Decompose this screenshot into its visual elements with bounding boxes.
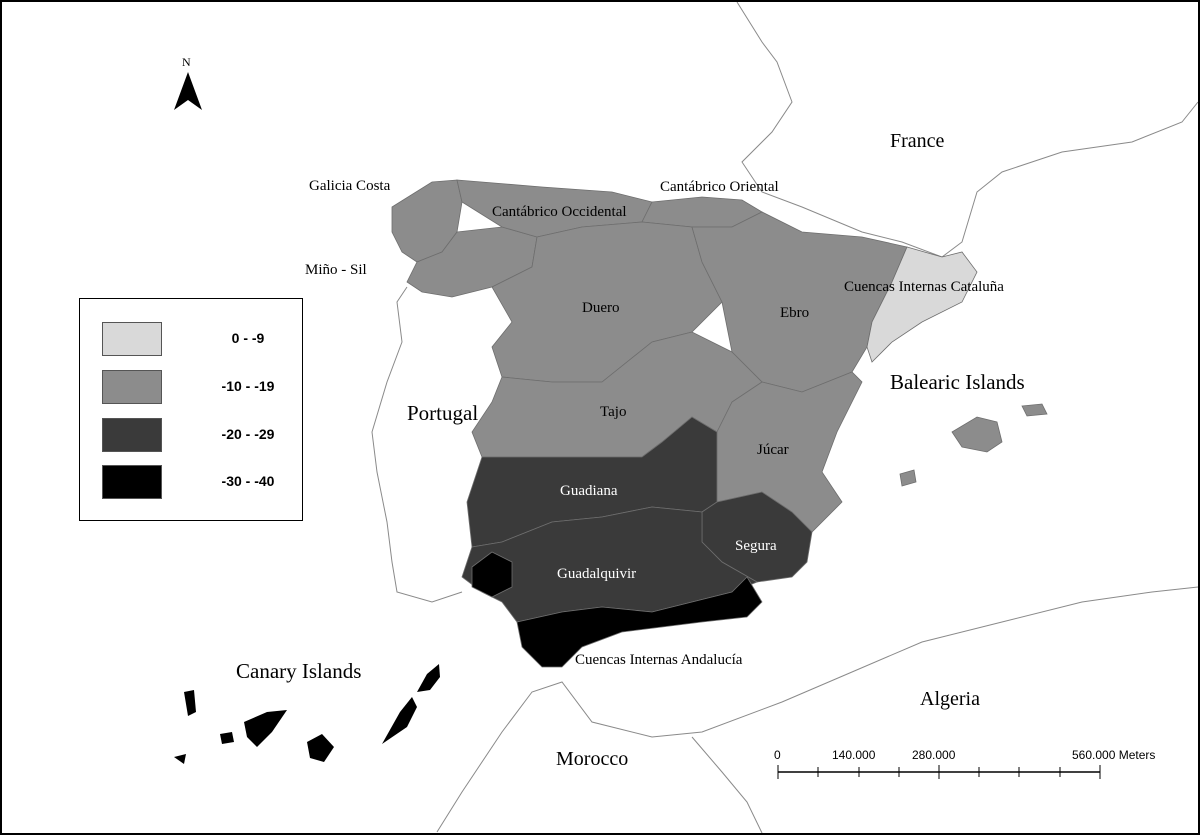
label-france: France [890, 130, 945, 152]
legend-item: -10 - -19 [80, 370, 302, 404]
legend: 0 - -9 -10 - -19 -20 - -29 -30 - -40 [79, 298, 303, 521]
label-algeria: Algeria [920, 688, 980, 710]
island-gran-canaria [307, 734, 334, 762]
scale-label-280000: 280.000 [912, 748, 956, 762]
label-cantabrico-oriental: Cantábrico Oriental [660, 179, 779, 195]
label-cantabrico-occidental: Cantábrico Occidental [492, 204, 627, 220]
island-la-palma [184, 690, 196, 716]
scale-label-560000: 560.000 Meters [1072, 748, 1155, 762]
legend-swatch [102, 322, 162, 356]
label-guadiana: Guadiana [560, 483, 618, 499]
north-arrow: N [174, 55, 202, 110]
legend-item: -20 - -29 [80, 418, 302, 452]
legend-swatch [102, 370, 162, 404]
scale-bar: 0 140.000 280.000 560.000 Meters [774, 748, 1155, 779]
island-la-gomera [220, 732, 234, 744]
label-galicia-costa: Galicia Costa [309, 178, 391, 194]
coastline-portugal [371, 286, 463, 603]
label-segura: Segura [735, 538, 777, 554]
label-cuencas-internas-andalucia: Cuencas Internas Andalucía [575, 652, 743, 668]
coastline-africa [436, 586, 1198, 833]
label-morocco: Morocco [556, 748, 628, 770]
label-guadalquivir: Guadalquivir [557, 566, 636, 582]
label-jucar: Júcar [757, 442, 789, 458]
legend-item: -30 - -40 [80, 465, 302, 499]
island-ibiza [899, 469, 917, 487]
legend-label: -30 - -40 [221, 473, 275, 489]
island-fuerteventura [382, 697, 417, 744]
legend-item: 0 - -9 [80, 322, 302, 356]
north-arrow-icon [174, 72, 202, 110]
border-morocco-algeria [691, 736, 763, 833]
scale-label-140000: 140.000 [832, 748, 876, 762]
legend-label: -20 - -29 [221, 426, 275, 442]
island-tenerife [244, 710, 287, 747]
legend-swatch [102, 465, 162, 499]
label-cuencas-internas-cataluna: Cuencas Internas Cataluña [844, 279, 1004, 295]
label-mino-sil: Miño - Sil [305, 262, 367, 278]
basin-huelva-coast [471, 551, 513, 598]
north-arrow-label: N [182, 55, 191, 69]
coastline-france [736, 2, 1198, 258]
basin-cuencas-internas-cataluna [866, 246, 978, 363]
label-duero: Duero [582, 300, 620, 316]
label-balearic-islands: Balearic Islands [890, 370, 1025, 394]
basin-cuencas-internas-andalucia [516, 576, 763, 668]
island-el-hierro [174, 754, 186, 764]
label-tajo: Tajo [600, 404, 626, 420]
island-lanzarote [417, 664, 440, 692]
scale-label-0: 0 [774, 748, 781, 762]
legend-label: 0 - -9 [231, 330, 265, 346]
island-mallorca [951, 416, 1003, 453]
label-canary-islands: Canary Islands [236, 659, 361, 683]
label-ebro: Ebro [780, 305, 809, 321]
legend-swatch [102, 418, 162, 452]
legend-label: -10 - -19 [221, 378, 275, 394]
label-portugal: Portugal [407, 401, 478, 425]
island-menorca [1021, 403, 1048, 417]
